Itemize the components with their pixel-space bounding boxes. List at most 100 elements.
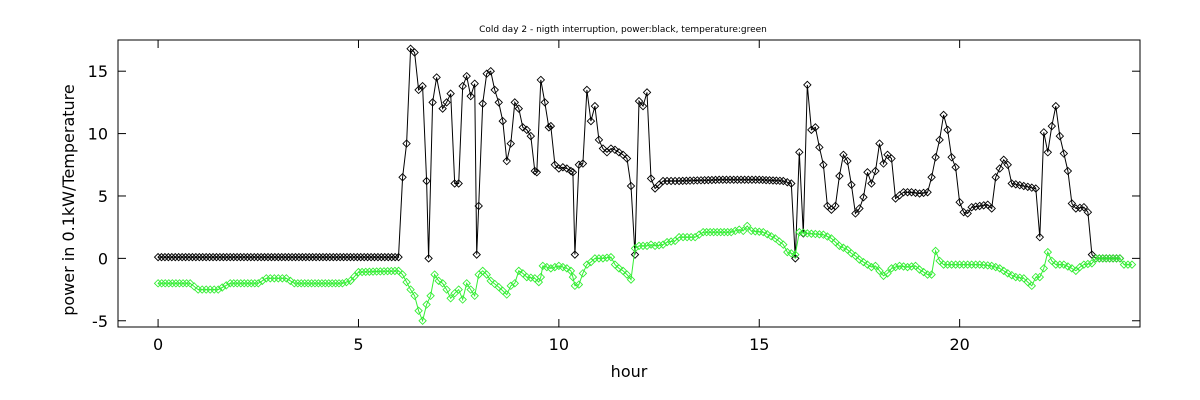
data-point — [1055, 131, 1065, 141]
data-point — [324, 279, 333, 288]
data-point — [373, 252, 383, 262]
data-point — [923, 187, 932, 197]
data-point — [927, 173, 936, 182]
data-point — [927, 270, 936, 279]
data-point — [438, 279, 447, 288]
data-point — [723, 227, 732, 237]
series-line-0 — [158, 47, 1120, 259]
data-point — [229, 279, 238, 288]
data-point — [506, 139, 516, 148]
series-line-1 — [158, 225, 1132, 323]
data-point — [379, 267, 389, 276]
data-point — [321, 279, 330, 288]
data-point — [1087, 259, 1097, 268]
data-point — [462, 279, 471, 288]
data-point — [332, 252, 341, 262]
data-point — [308, 252, 317, 262]
data-point — [366, 252, 376, 262]
data-point — [943, 125, 952, 135]
data-point — [931, 153, 940, 162]
data-point — [263, 252, 273, 262]
data-point — [384, 252, 393, 262]
data-point — [999, 155, 1008, 165]
data-point — [171, 279, 181, 288]
data-point — [614, 264, 624, 273]
data-point — [1063, 262, 1073, 271]
data-point — [590, 101, 600, 111]
data-point — [975, 201, 984, 211]
data-point — [189, 282, 199, 291]
data-point — [225, 252, 235, 262]
data-point — [277, 252, 286, 262]
data-point — [1059, 149, 1069, 158]
data-point — [1043, 247, 1053, 257]
data-point — [157, 279, 166, 288]
data-point — [875, 139, 884, 148]
data-point — [300, 279, 309, 288]
data-point — [314, 279, 323, 288]
data-point — [614, 148, 624, 157]
data-point — [971, 260, 980, 269]
data-point — [646, 174, 656, 183]
data-point — [1003, 160, 1012, 170]
data-point — [562, 264, 572, 273]
data-point — [594, 254, 604, 263]
y-tick-label: 5 — [98, 187, 108, 206]
data-point — [188, 252, 197, 262]
data-point — [182, 279, 191, 288]
data-point — [955, 197, 964, 207]
data-point — [462, 71, 471, 81]
data-point — [546, 121, 556, 131]
data-point — [642, 241, 652, 251]
data-point — [847, 249, 856, 258]
data-point — [1067, 264, 1077, 273]
data-point — [325, 252, 335, 262]
data-point — [736, 175, 746, 184]
data-point — [951, 163, 960, 172]
data-point — [454, 179, 463, 188]
data-point — [1108, 254, 1118, 263]
data-point — [267, 252, 276, 262]
data-point — [342, 252, 352, 262]
data-point — [738, 226, 748, 236]
data-point — [1035, 272, 1045, 282]
data-point — [1079, 260, 1089, 269]
x-tick-label: 15 — [749, 335, 769, 354]
data-point — [372, 267, 381, 276]
data-point — [157, 252, 166, 262]
data-point — [867, 179, 876, 188]
data-point — [586, 116, 596, 126]
data-point — [1039, 128, 1049, 137]
data-point — [506, 281, 516, 291]
data-point — [209, 285, 219, 294]
data-point — [658, 240, 668, 249]
data-point — [370, 252, 379, 262]
data-point — [232, 279, 242, 288]
data-point — [410, 48, 419, 57]
data-point — [198, 252, 207, 262]
data-point — [213, 285, 223, 294]
data-point — [526, 131, 536, 141]
data-point — [622, 154, 632, 163]
data-point — [863, 260, 872, 269]
data-point — [298, 252, 307, 262]
data-point — [712, 227, 722, 237]
data-point — [368, 267, 378, 276]
data-point — [482, 270, 491, 279]
data-point — [744, 175, 753, 184]
y-axis-ticks: -5 0 5 10 15 — [88, 62, 1140, 331]
data-point — [670, 176, 680, 186]
data-point — [574, 160, 584, 170]
data-point — [356, 252, 365, 262]
data-point — [843, 156, 852, 166]
data-point — [361, 267, 370, 277]
data-point — [1112, 254, 1121, 263]
data-point — [963, 260, 972, 269]
data-point — [819, 160, 828, 170]
data-point — [995, 164, 1004, 173]
data-point — [260, 252, 269, 262]
data-point — [1047, 121, 1057, 131]
data-point — [418, 316, 427, 325]
data-point — [282, 274, 291, 283]
data-point — [742, 221, 752, 231]
